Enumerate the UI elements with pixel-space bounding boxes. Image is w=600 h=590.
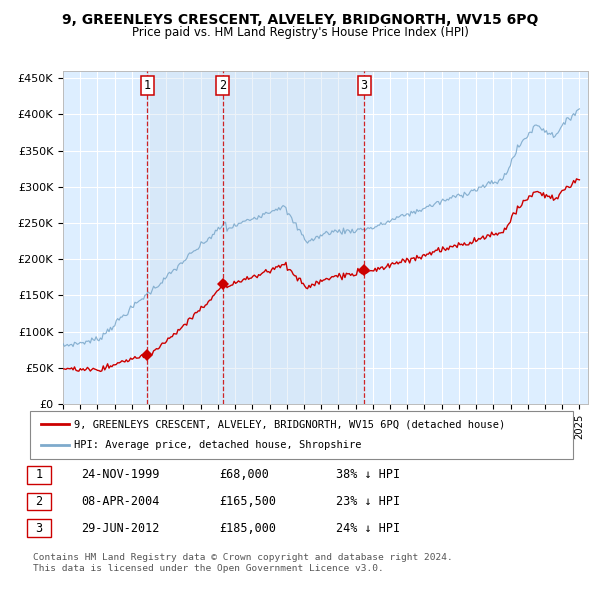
Text: 29-JUN-2012: 29-JUN-2012	[81, 522, 160, 535]
Text: £185,000: £185,000	[219, 522, 276, 535]
Text: 38% ↓ HPI: 38% ↓ HPI	[336, 468, 400, 481]
Text: 3: 3	[361, 79, 368, 92]
Text: 3: 3	[35, 522, 43, 535]
Text: 1: 1	[35, 468, 43, 481]
Text: 08-APR-2004: 08-APR-2004	[81, 495, 160, 508]
Text: HPI: Average price, detached house, Shropshire: HPI: Average price, detached house, Shro…	[74, 441, 361, 451]
Text: Contains HM Land Registry data © Crown copyright and database right 2024.
This d: Contains HM Land Registry data © Crown c…	[33, 553, 453, 573]
Bar	[148, 71, 223, 404]
Text: Price paid vs. HM Land Registry's House Price Index (HPI): Price paid vs. HM Land Registry's House …	[131, 26, 469, 39]
Text: 9, GREENLEYS CRESCENT, ALVELEY, BRIDGNORTH, WV15 6PQ (detached house): 9, GREENLEYS CRESCENT, ALVELEY, BRIDGNOR…	[74, 419, 505, 429]
Text: 1: 1	[144, 79, 151, 92]
Text: 2: 2	[219, 79, 226, 92]
Text: 23% ↓ HPI: 23% ↓ HPI	[336, 495, 400, 508]
Bar	[223, 71, 364, 404]
Text: 24-NOV-1999: 24-NOV-1999	[81, 468, 160, 481]
Text: £165,500: £165,500	[219, 495, 276, 508]
Text: £68,000: £68,000	[219, 468, 269, 481]
Text: 24% ↓ HPI: 24% ↓ HPI	[336, 522, 400, 535]
Text: 2: 2	[35, 495, 43, 508]
Text: 9, GREENLEYS CRESCENT, ALVELEY, BRIDGNORTH, WV15 6PQ: 9, GREENLEYS CRESCENT, ALVELEY, BRIDGNOR…	[62, 13, 538, 27]
